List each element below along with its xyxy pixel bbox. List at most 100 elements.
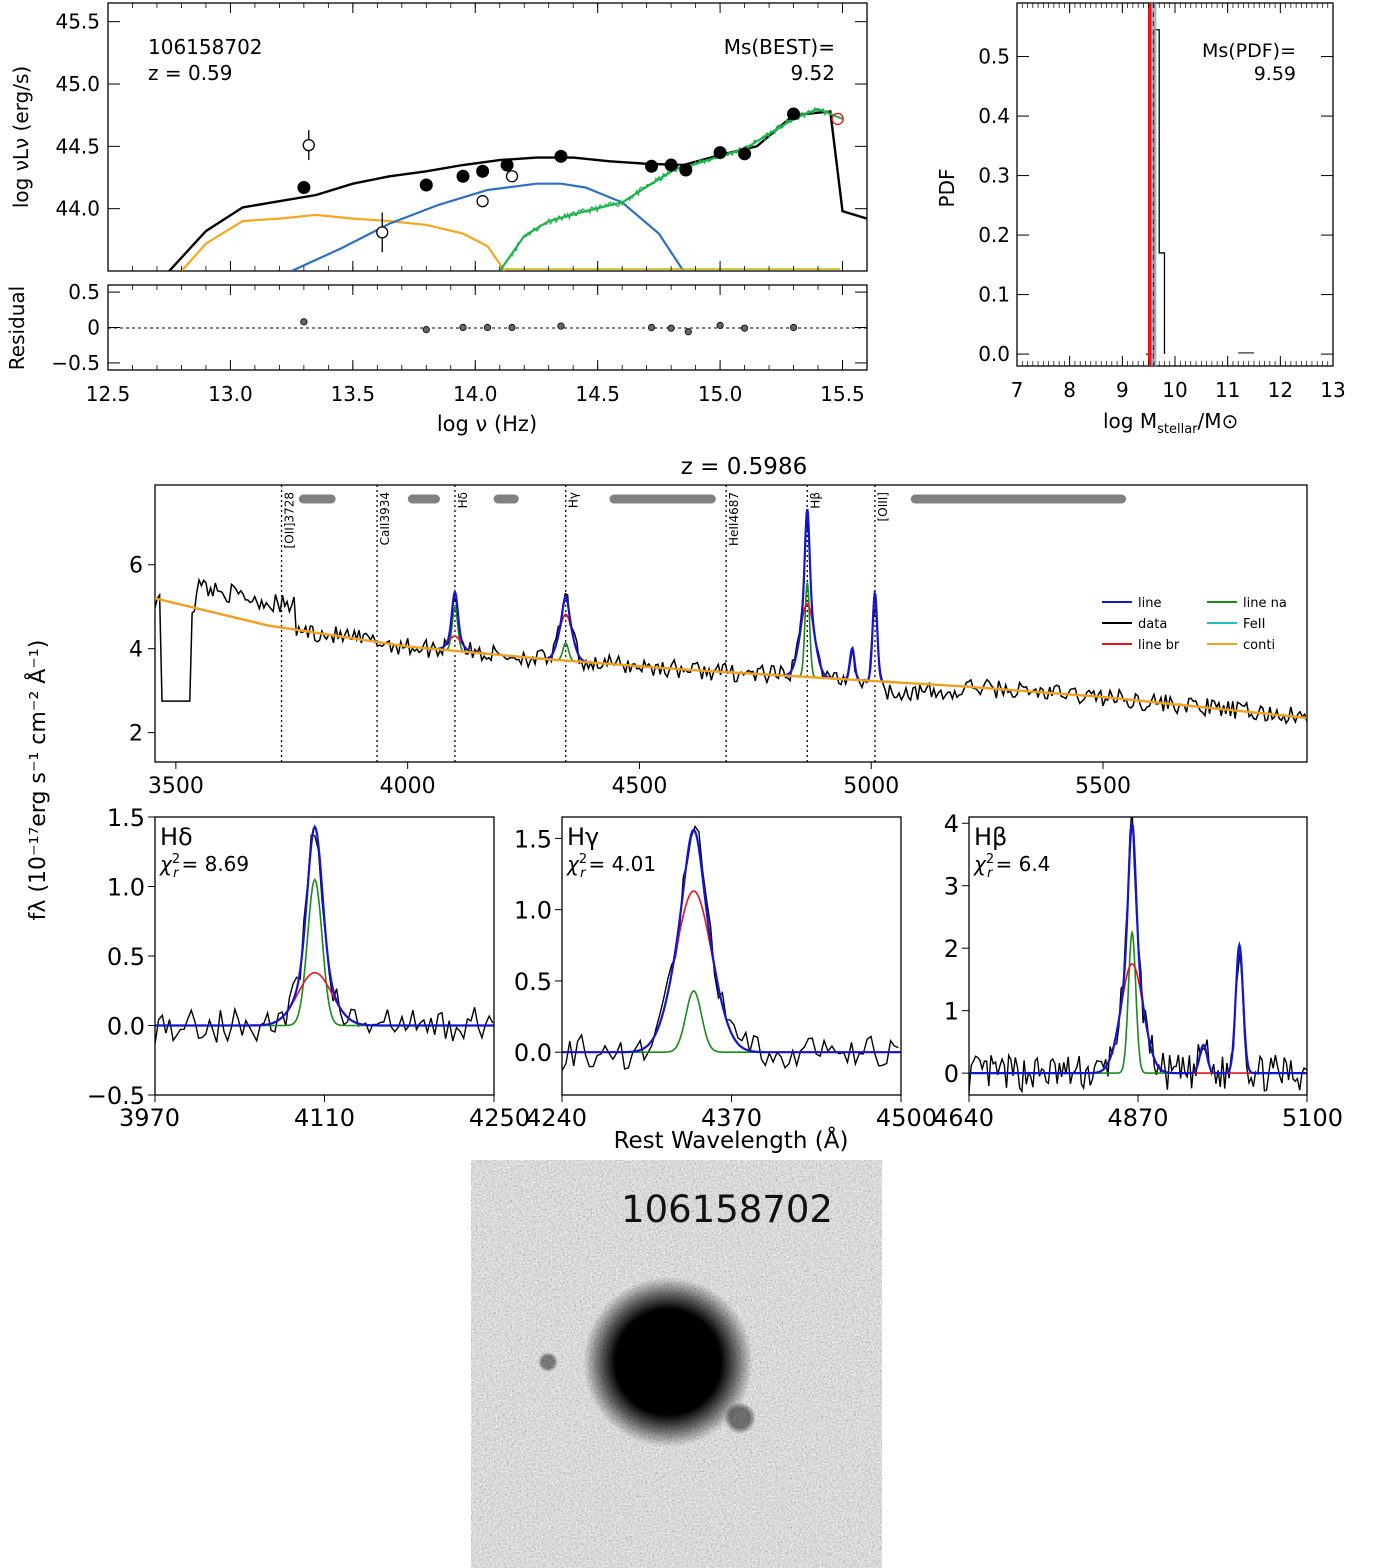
zoom-ytick-label: 0.5 [107,943,145,971]
sed-ylabel: log νLν (erg/s) [9,66,33,208]
zoom-curves [155,824,494,1044]
sed-point-filled [500,158,514,172]
zoom-xtick-label: 4870 [1107,1104,1168,1132]
spectrum-xtick-label: 4500 [611,774,667,799]
zoom-model [969,822,1307,1075]
spectrum-line-label: CaII3934 [378,492,392,545]
residual-point [459,323,467,332]
zoom-line-label: Hβ [974,823,1007,851]
residual-panel: −0.5 0 0.5 12.5 13.0 13.5 14.0 14.5 15.0 15.5 Re… [5,3,868,436]
zoom-xtick-label: 5100 [1282,1104,1343,1132]
residual-point [557,322,565,330]
spectrum-line-markers: [OII]3728 CaII3934 Hδ Hγ HeII4687 Hβ [OIII] [280,485,890,762]
pdf-ms-label: Ms(PDF)= [1202,40,1296,62]
sed-point-filled [664,158,678,172]
sed-xlabel: log ν (Hz) [437,412,537,436]
pdf-xtick-label: 7 [1011,378,1024,402]
legend-label: conti [1243,638,1275,653]
sed-redshift: z = 0.59 [148,61,233,85]
zoom-chi2: χ2 r = 8.69 [159,852,249,881]
residual-point [508,323,516,332]
spectrum-xtick-label: 4000 [380,774,436,799]
zoom-narrow [155,877,494,1027]
image-faint-source [724,1402,756,1434]
residual-point [789,323,798,332]
legend-label: line br [1138,638,1180,653]
residual-ylabel: Residual [5,286,29,370]
pdf-ytick-label: 0.2 [978,223,1010,247]
sed-point-open [505,170,519,183]
zoom-broad [562,890,901,1053]
pdf-ytick-label: 0.3 [978,164,1010,188]
zoom-ytick-label: 2 [944,935,959,963]
sed-xticks: 12.5 13.0 13.5 14.0 14.5 15.0 15.5 [86,3,868,406]
image-label: 106158702 [621,1188,833,1231]
zoom-chi2: χ2 r = 6.4 [973,852,1050,881]
zoom-xtick-label: 4240 [526,1104,587,1132]
residual-point [647,323,656,332]
sed-point-filled [713,146,727,160]
pdf-xtick-label: 11 [1215,378,1240,402]
sed-ytick-label: 45.0 [55,72,100,96]
zoom-ytick-label: 0.0 [107,1013,145,1041]
zoom-chi2: χ2 r = 4.01 [566,852,656,881]
pdf-ytick-label: 0.5 [978,45,1010,69]
sed-curve-cold_dust [180,213,506,271]
sed-ms-label: Ms(BEST)= [724,35,835,59]
residual-ytick-label: 0.5 [68,280,100,304]
sed-point-filled [787,107,801,121]
sed-point-filled [297,180,311,194]
zoom-model [155,824,494,1027]
pdf-xtick-label: 10 [1162,378,1187,402]
legend-label: line na [1243,596,1287,611]
zoom-chi2-sub: r [987,866,994,881]
spectrum-title: z = 0.5986 [681,454,807,480]
legend-label: FeII [1243,617,1265,632]
shared-xlabel: Rest Wavelength (Å) [614,1126,849,1154]
sed-point-filled [679,163,693,177]
pdf-ticks: 7 8 9 10 11 12 13 0.0 0.1 0.2 0.3 0.4 0.5 [978,3,1346,402]
zoom-ytick-label: −0.5 [87,1082,145,1110]
sed-yticks: 44.0 44.5 45.0 45.5 [55,10,867,221]
sed-point-filled [554,149,568,163]
zoom-chi2-symbol: χ [566,852,580,876]
pdf-xlabel: log Mstellar/M⊙ [1103,409,1238,437]
spectrum-line-label: HeII4687 [727,492,741,546]
residual-point [422,326,430,334]
zoom-ytick-label: 1.0 [107,874,145,902]
zoom-xtick-label: 4500 [876,1104,937,1132]
zoom-ytick-label: 1 [944,998,959,1026]
zoom-chi2-value: = 4.01 [588,852,656,876]
sed-curve-total [168,110,867,271]
spectrum-legend: line line na data FeII line br conti [1102,596,1287,653]
zoom-xtick-label: 4370 [701,1104,762,1132]
pdf-xtick-label: 12 [1268,378,1293,402]
image-cutout: 106158702 [471,1160,882,1568]
spectrum-continuum [155,597,1307,720]
zoom-xtick-label: 3970 [119,1104,180,1132]
sed-point-filled [419,178,433,192]
zoom-chi2-value: = 8.69 [181,852,249,876]
pdf-ms-value: 9.59 [1254,63,1296,85]
spectrum-line-label: Hγ [567,492,581,508]
spectrum-ticks: 3500 4000 4500 5000 5500 2 4 6 [129,554,1131,799]
zoom-line-label: Hδ [160,823,193,851]
zoom-ytick-label: 0.0 [514,1039,552,1067]
spectrum-xtick-label: 3500 [148,774,204,799]
zoom-chi2-symbol: χ [973,852,987,876]
flux-ylabel: fλ (10⁻¹⁷erg s⁻¹ cm⁻² Å⁻¹) [24,640,51,921]
pdf-xtick-label: 9 [1116,378,1129,402]
pdf-xlabel-main: log M [1103,409,1157,433]
spectrum-data [155,517,1307,725]
spectrum-line-label: Hβ [808,492,822,509]
sed-xtick-label: 14.5 [575,382,620,406]
pdf-xtick-label: 13 [1320,378,1345,402]
pdf-ytick-label: 0.4 [978,104,1010,128]
residual-point [684,328,692,336]
image-galaxy [583,1277,753,1447]
legend-label: line [1138,596,1161,611]
residual-point [300,318,308,326]
spectrum-xtick-label: 5000 [843,774,899,799]
